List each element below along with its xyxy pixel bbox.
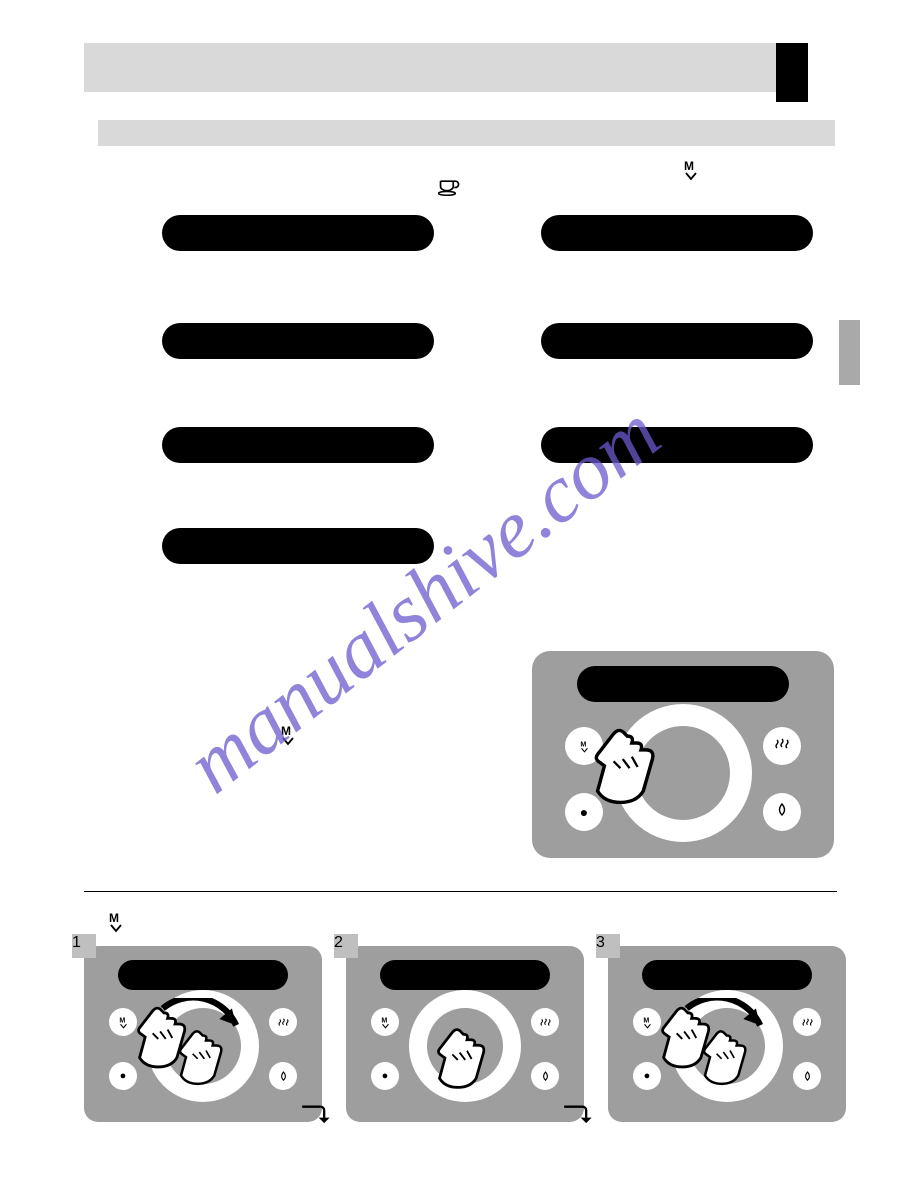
- continue-arrow-icon: [562, 1103, 592, 1130]
- display-pill: [162, 427, 434, 463]
- steam-icon: [774, 737, 790, 755]
- step-panel: 2 ●: [346, 946, 584, 1122]
- water-button[interactable]: [531, 1062, 559, 1090]
- m-down-icon: [107, 911, 125, 938]
- panel-display: [118, 960, 288, 990]
- m-button[interactable]: [371, 1008, 399, 1036]
- water-button[interactable]: [763, 793, 801, 831]
- display-pill: [541, 323, 813, 359]
- section-bar: [98, 120, 835, 146]
- display-pill: [541, 215, 813, 251]
- step-panel: 3 ●: [608, 946, 846, 1122]
- bean-icon: ●: [580, 805, 588, 819]
- step-panel: 1 ●: [84, 946, 322, 1122]
- step-number-tag: 3: [596, 934, 620, 958]
- hand-pointer-icon: [176, 1028, 238, 1103]
- page-corner-tab: [776, 43, 808, 102]
- steam-button[interactable]: [793, 1008, 821, 1036]
- water-button[interactable]: [793, 1062, 821, 1090]
- bean-button[interactable]: ●: [109, 1062, 137, 1090]
- m-down-icon: [279, 724, 297, 751]
- steam-button[interactable]: [531, 1008, 559, 1036]
- section-divider: [84, 891, 837, 892]
- bean-button[interactable]: ●: [633, 1062, 661, 1090]
- step-number-tag: 2: [334, 934, 358, 958]
- continue-arrow-icon: [300, 1103, 330, 1130]
- panel-display: [577, 666, 789, 702]
- steam-button[interactable]: [269, 1008, 297, 1036]
- m-button[interactable]: [109, 1008, 137, 1036]
- display-pill: [162, 323, 434, 359]
- panel-display: [642, 960, 812, 990]
- cup-icon: [438, 178, 460, 201]
- step-number-tag: 1: [72, 934, 96, 958]
- hand-pointer-icon: [590, 727, 660, 807]
- m-button[interactable]: [633, 1008, 661, 1036]
- display-pill: [162, 528, 434, 564]
- header-bar: [84, 43, 777, 92]
- hand-pointer-icon: [434, 1026, 496, 1101]
- hand-pointer-icon: [700, 1028, 762, 1103]
- panel-display: [380, 960, 550, 990]
- side-thumb-tab: [839, 320, 860, 385]
- m-down-icon: [682, 159, 700, 186]
- display-pill: [162, 215, 434, 251]
- display-pill: [541, 427, 813, 463]
- water-button[interactable]: [269, 1062, 297, 1090]
- bean-button[interactable]: ●: [371, 1062, 399, 1090]
- control-panel-large: ●: [532, 651, 834, 858]
- drop-icon: [776, 803, 788, 822]
- steam-button[interactable]: [763, 727, 801, 765]
